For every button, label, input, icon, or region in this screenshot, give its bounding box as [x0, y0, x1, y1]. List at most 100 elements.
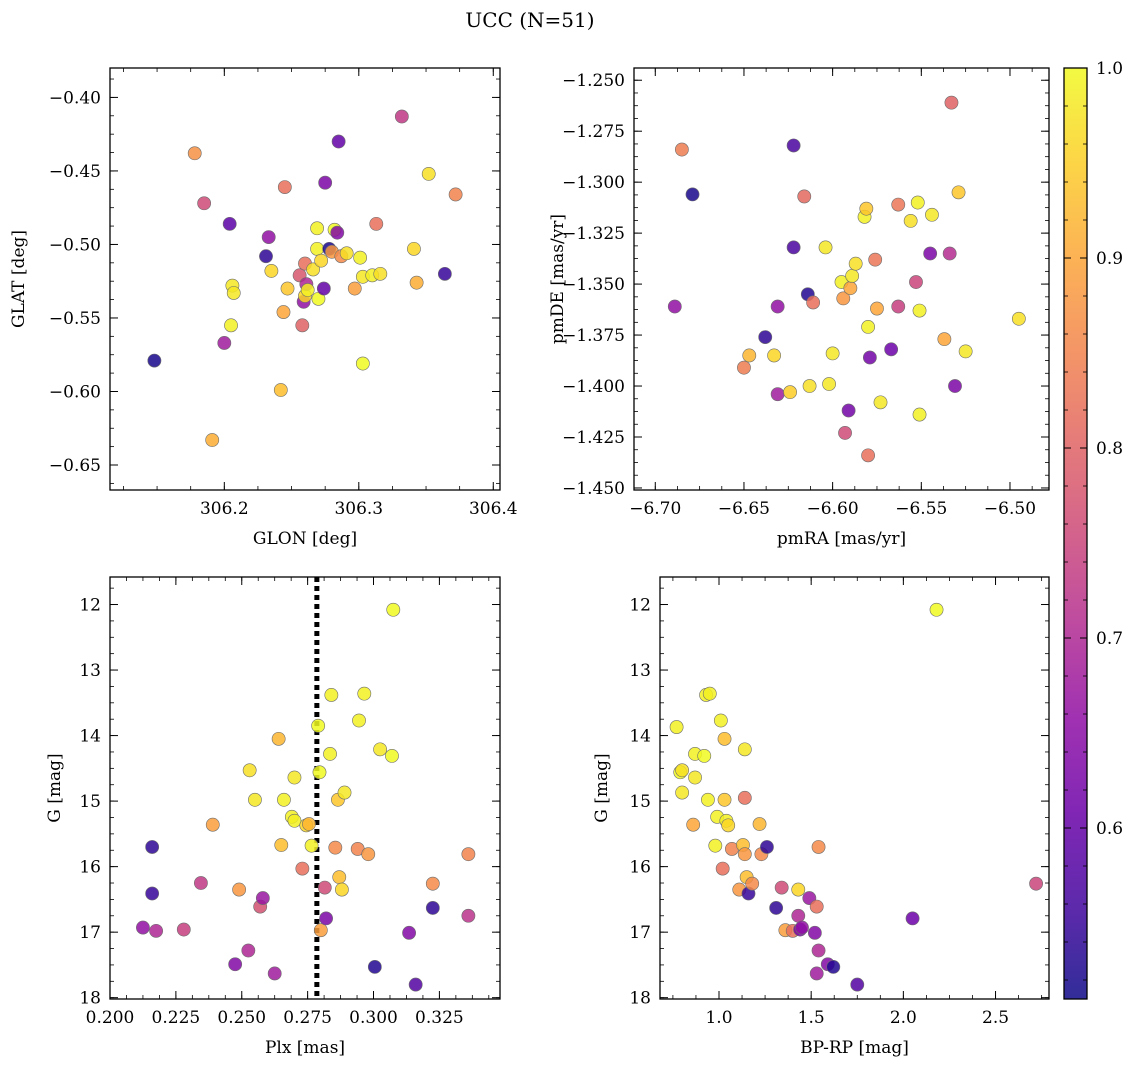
- y-tick-label: 18: [629, 989, 651, 1009]
- colorbar-tick-label: 1.0: [1096, 59, 1123, 79]
- data-point: [274, 838, 289, 852]
- y-tick-label: 15: [629, 792, 651, 812]
- data-point: [276, 305, 291, 319]
- y-tick-label: −0.65: [49, 456, 101, 476]
- y-tick-label: −1.425: [562, 428, 625, 448]
- data-point: [312, 765, 327, 780]
- x-tick-label: −6.60: [807, 499, 859, 519]
- data-point: [685, 187, 700, 202]
- data-point: [149, 923, 164, 938]
- data-point: [721, 818, 736, 833]
- data-point: [742, 348, 757, 363]
- data-point: [937, 332, 952, 347]
- y-tick-label: −1.375: [562, 326, 625, 346]
- data-point: [302, 817, 316, 831]
- data-point: [136, 920, 150, 935]
- data-point: [407, 241, 421, 256]
- data-point: [273, 383, 288, 397]
- data-point: [328, 840, 343, 855]
- x-tick-label: 0.275: [283, 1008, 332, 1028]
- data-point: [770, 387, 785, 402]
- data-point: [686, 817, 701, 832]
- y-tick-label: 17: [629, 923, 651, 943]
- data-point: [224, 318, 238, 333]
- colorbar-tick-label: 0.8: [1096, 439, 1123, 459]
- data-point: [386, 602, 401, 617]
- data-point: [868, 252, 883, 267]
- panel-pmra-pmde: −6.70 −6.65 −6.60 −6.55 −6.50 −1.250 −1.275 −1.…: [548, 67, 1050, 549]
- data-point: [809, 966, 824, 981]
- data-point: [295, 318, 310, 333]
- plot-area: [147, 109, 463, 447]
- x-tick-label: 0.325: [415, 1008, 464, 1028]
- data-point: [862, 350, 877, 365]
- data-point: [324, 688, 339, 702]
- data-point: [277, 180, 292, 195]
- colorbar-gradient: [1064, 68, 1087, 999]
- x-tick-label: 0.300: [349, 1008, 398, 1028]
- data-point: [402, 925, 416, 940]
- data-point: [791, 908, 806, 923]
- plot-area: [136, 577, 476, 999]
- data-point: [355, 356, 370, 371]
- data-point: [331, 134, 346, 149]
- data-point: [300, 283, 315, 297]
- axes-frame: [109, 67, 501, 491]
- colorbar-tick-label: 0.7: [1096, 629, 1123, 649]
- data-point: [421, 166, 436, 181]
- x-tick-label: 0.200: [86, 1008, 135, 1028]
- data-point: [145, 886, 160, 901]
- data-point: [437, 266, 452, 281]
- data-point: [217, 336, 232, 350]
- x-tick-label: 0.225: [152, 1008, 201, 1028]
- data-point: [394, 109, 409, 124]
- data-point: [373, 742, 388, 757]
- y-tick-label: −0.60: [49, 382, 101, 402]
- data-point: [942, 246, 957, 261]
- data-point: [205, 433, 220, 447]
- data-point: [226, 286, 241, 300]
- data-point: [1029, 876, 1043, 891]
- data-point: [811, 840, 826, 854]
- data-point: [317, 880, 332, 895]
- x-tick-label: 306.3: [334, 499, 383, 519]
- data-point: [197, 196, 212, 211]
- data-point: [369, 216, 384, 231]
- data-point: [264, 264, 279, 278]
- x-axis-label: pmRA [mas/yr]: [777, 529, 906, 549]
- data-point: [367, 959, 382, 974]
- panel-bprp-g: 1.0 1.5 2.0 2.5 12 13 14 15 16 17 18 BP-RP [mag] G […: [592, 576, 1050, 1058]
- data-point: [425, 876, 440, 891]
- data-point: [357, 686, 372, 701]
- data-point: [791, 882, 806, 897]
- data-point: [737, 790, 752, 805]
- data-point: [145, 840, 160, 854]
- data-point: [332, 870, 347, 885]
- data-point: [222, 216, 237, 231]
- colorbar-tick-label: 0.6: [1096, 819, 1123, 839]
- data-point: [667, 299, 682, 314]
- data-point: [255, 891, 270, 905]
- data-point: [674, 142, 689, 157]
- data-point: [944, 95, 959, 110]
- data-point: [951, 185, 966, 200]
- y-tick-label: −1.400: [562, 377, 625, 397]
- data-point: [310, 241, 325, 256]
- data-point: [669, 720, 684, 734]
- data-point: [811, 943, 826, 958]
- data-point: [261, 230, 276, 244]
- y-tick-label: −1.300: [562, 173, 625, 193]
- data-point: [873, 395, 888, 410]
- plot-area: [667, 95, 1026, 463]
- data-point: [675, 763, 690, 778]
- data-point: [925, 207, 939, 222]
- data-point: [822, 377, 836, 391]
- figure-title: UCC (N=51): [465, 8, 594, 32]
- y-tick-label: −1.325: [562, 224, 625, 244]
- x-tick-label: −6.70: [629, 499, 681, 519]
- x-axis-label: BP-RP [mag]: [800, 1038, 909, 1058]
- data-point: [836, 291, 851, 306]
- data-point: [352, 713, 366, 728]
- data-point: [304, 838, 319, 853]
